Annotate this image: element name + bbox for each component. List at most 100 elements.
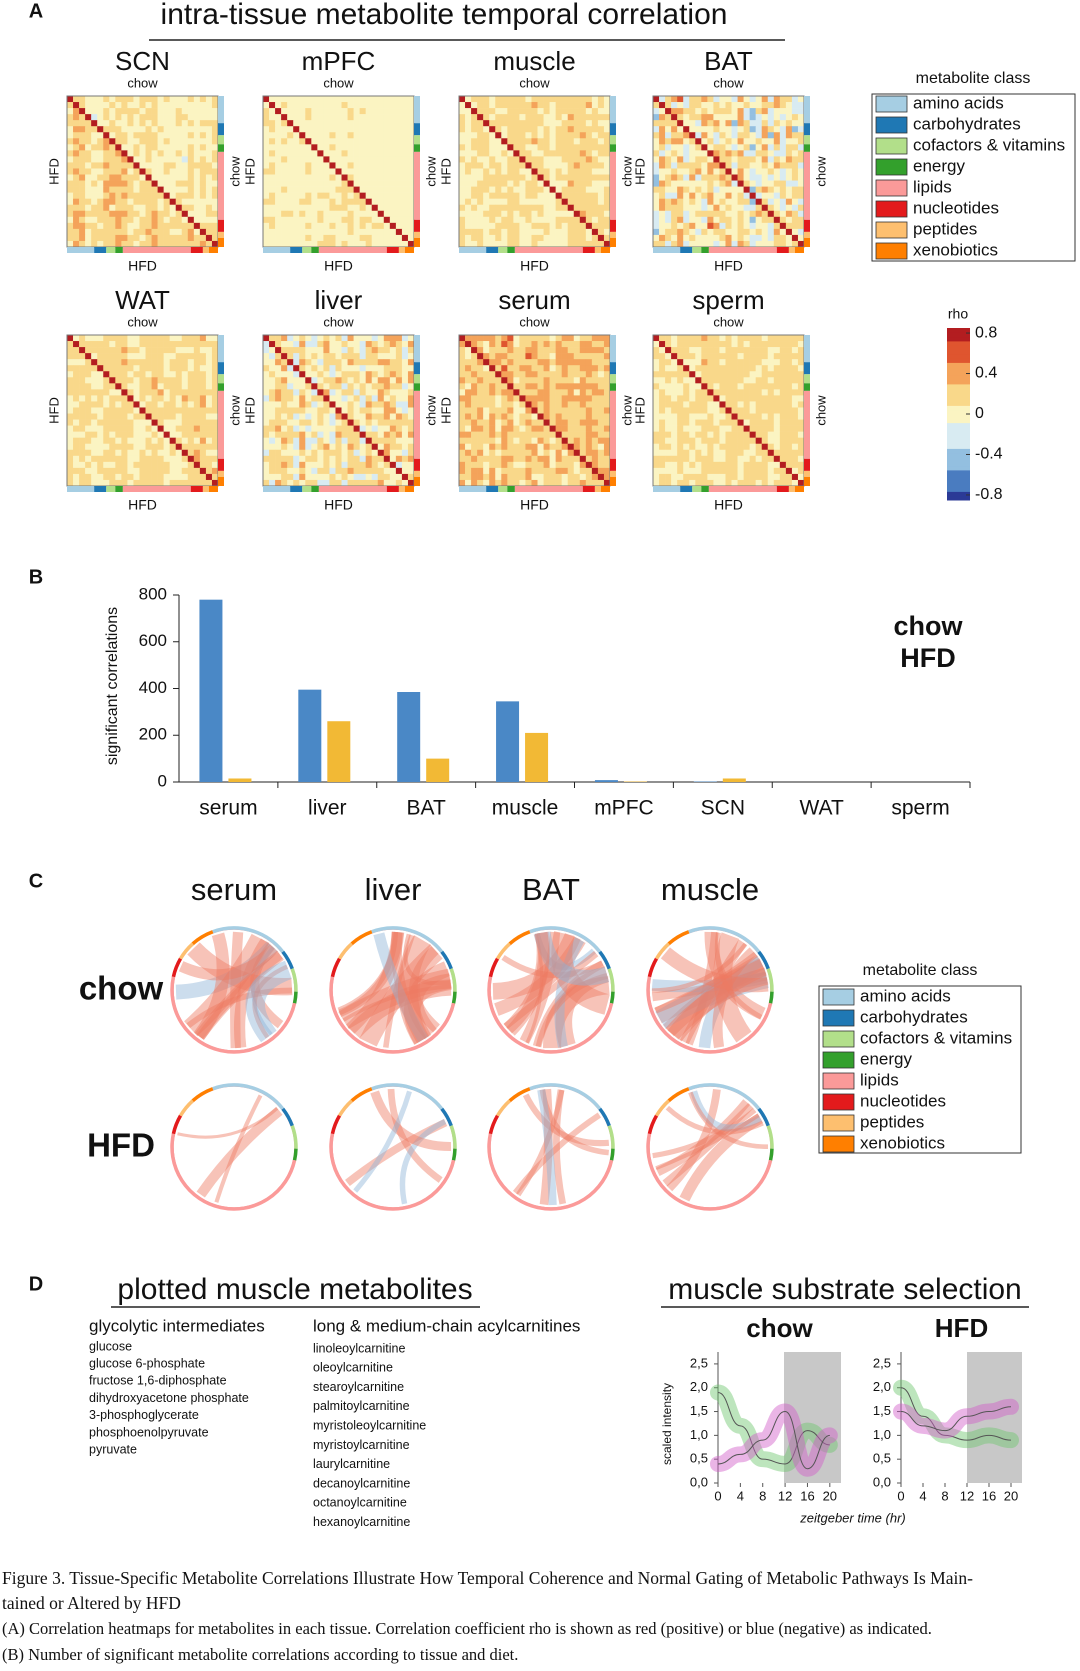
heatmap-cell — [561, 371, 569, 378]
class-strip — [106, 247, 116, 253]
heatmap-cell — [371, 186, 379, 193]
heatmap-cell — [707, 234, 714, 242]
heatmap-cell — [275, 479, 282, 487]
heatmap-cell — [725, 359, 732, 366]
class-strip — [804, 144, 810, 152]
heatmap-cell — [317, 210, 324, 218]
heatmap-cell — [477, 425, 484, 432]
heatmap-cell — [97, 198, 104, 206]
heatmap-cell — [157, 389, 164, 396]
heatmap-cell — [483, 192, 490, 199]
heatmap-cell — [665, 150, 672, 157]
heatmap-cell — [665, 395, 672, 402]
heatmap-cell — [797, 401, 805, 408]
heatmap-cell — [269, 156, 276, 163]
heatmap-cell — [683, 377, 690, 384]
heatmap-cell — [269, 144, 276, 151]
heatmap-cell — [743, 228, 750, 236]
heatmap-cell — [323, 168, 330, 175]
heatmap-cell — [389, 180, 397, 187]
heatmap-cell — [737, 192, 744, 199]
panel-label: B — [29, 566, 43, 588]
heatmap-cell — [371, 222, 379, 230]
heatmap-cell — [365, 144, 373, 151]
heatmap-cell — [317, 156, 324, 163]
heatmap-cell — [507, 216, 514, 224]
heatmap-cell — [483, 198, 490, 206]
heatmap-cell — [287, 455, 294, 463]
heatmap-cell — [299, 102, 306, 109]
heatmap-cell — [335, 120, 342, 127]
heatmap-cell — [471, 479, 478, 487]
heatmap-cell — [359, 162, 366, 169]
heatmap-cell — [779, 96, 787, 103]
heatmap-cell — [389, 413, 397, 420]
heatmap-cell — [653, 413, 660, 420]
heatmap-cell — [737, 413, 744, 420]
heatmap-cell — [519, 371, 526, 378]
heatmap-cell — [187, 96, 195, 103]
heatmap-cell — [323, 132, 330, 139]
heatmap-cell — [299, 389, 306, 396]
heatmap-cell — [591, 138, 599, 145]
heatmap-cell — [365, 138, 373, 145]
heatmap-cell — [383, 407, 391, 414]
heatmap-cell — [287, 473, 294, 481]
heatmap-cell — [287, 138, 294, 145]
heatmap-cell — [157, 174, 164, 181]
heatmap-cell — [121, 365, 128, 372]
heatmap-cell — [181, 371, 189, 378]
heatmap-cell — [133, 341, 140, 348]
heatmap-cell — [371, 234, 379, 242]
heatmap-cell — [97, 216, 104, 224]
heatmap-cell — [513, 473, 520, 481]
heatmap-cell — [683, 228, 690, 236]
heatmap-cell — [287, 174, 294, 181]
heatmap-cell — [329, 216, 336, 224]
heatmap-cell — [695, 347, 702, 354]
heatmap-cell — [67, 156, 74, 163]
heatmap-cell — [519, 455, 526, 463]
heatmap-cell — [471, 186, 478, 193]
heatmap-cell — [513, 365, 520, 372]
heatmap-cell — [157, 222, 164, 230]
heatmap-cell — [401, 234, 409, 242]
heatmap-cell — [495, 437, 502, 445]
diet-label: HFD — [714, 497, 743, 513]
heatmap-cell — [169, 204, 177, 212]
heatmap-cell — [401, 437, 409, 445]
heatmap-cell — [483, 353, 490, 360]
heatmap-cell — [311, 168, 318, 175]
heatmap-cell — [151, 413, 158, 420]
heatmap-cell — [163, 234, 170, 242]
heatmap-cell — [377, 407, 385, 414]
heatmap-cell — [353, 216, 360, 224]
heatmap-cell — [689, 347, 696, 354]
heatmap-cell — [103, 216, 110, 224]
heatmap-cell — [287, 150, 294, 157]
heatmap-cell — [725, 425, 732, 432]
heatmap-cell — [85, 425, 92, 432]
heatmap-cell — [579, 192, 587, 199]
heatmap-cell — [519, 168, 526, 175]
heatmap-cell — [347, 467, 354, 475]
class-strip — [680, 247, 693, 253]
heatmap-cell — [359, 455, 366, 463]
heatmap-cell — [341, 114, 348, 121]
heatmap-cell — [199, 138, 207, 145]
heatmap-cell — [459, 168, 466, 175]
heatmap-cell — [211, 186, 219, 193]
heatmap-cell — [383, 383, 391, 390]
heatmap-cell — [525, 162, 532, 169]
heatmap-cell — [749, 96, 756, 103]
heatmap-cell — [773, 377, 781, 384]
heatmap-cell — [329, 389, 336, 396]
heatmap-cell — [489, 425, 496, 432]
heatmap-cell — [305, 473, 312, 481]
heatmap-cell — [561, 359, 569, 366]
heatmap-cell — [133, 138, 140, 145]
heatmap-cell — [653, 234, 660, 242]
heatmap-cell — [157, 102, 164, 109]
heatmap-cell — [139, 425, 146, 432]
heatmap-cell — [371, 359, 379, 366]
